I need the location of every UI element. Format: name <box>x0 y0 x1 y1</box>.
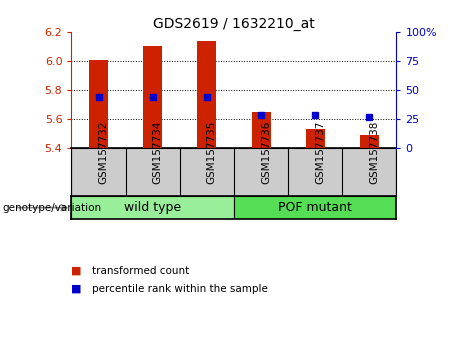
Text: ■: ■ <box>71 284 82 293</box>
Text: wild type: wild type <box>124 201 181 214</box>
Text: ■: ■ <box>71 266 82 276</box>
Text: GSM157736: GSM157736 <box>261 121 271 184</box>
Bar <box>306 130 325 148</box>
Text: genotype/variation: genotype/variation <box>2 202 101 213</box>
Text: GSM157735: GSM157735 <box>207 121 217 184</box>
Text: GSM157737: GSM157737 <box>315 121 325 184</box>
Bar <box>360 135 379 148</box>
Bar <box>143 46 162 148</box>
Text: GSM157734: GSM157734 <box>153 121 163 184</box>
Bar <box>71 196 234 219</box>
Text: percentile rank within the sample: percentile rank within the sample <box>92 284 268 293</box>
Bar <box>89 59 108 148</box>
Text: GSM157738: GSM157738 <box>369 121 379 184</box>
Bar <box>234 196 396 219</box>
Text: GSM157732: GSM157732 <box>99 121 108 184</box>
Text: transformed count: transformed count <box>92 266 189 276</box>
Bar <box>197 41 216 148</box>
Title: GDS2619 / 1632210_at: GDS2619 / 1632210_at <box>153 17 315 31</box>
Bar <box>252 112 271 148</box>
Text: POF mutant: POF mutant <box>278 201 352 214</box>
